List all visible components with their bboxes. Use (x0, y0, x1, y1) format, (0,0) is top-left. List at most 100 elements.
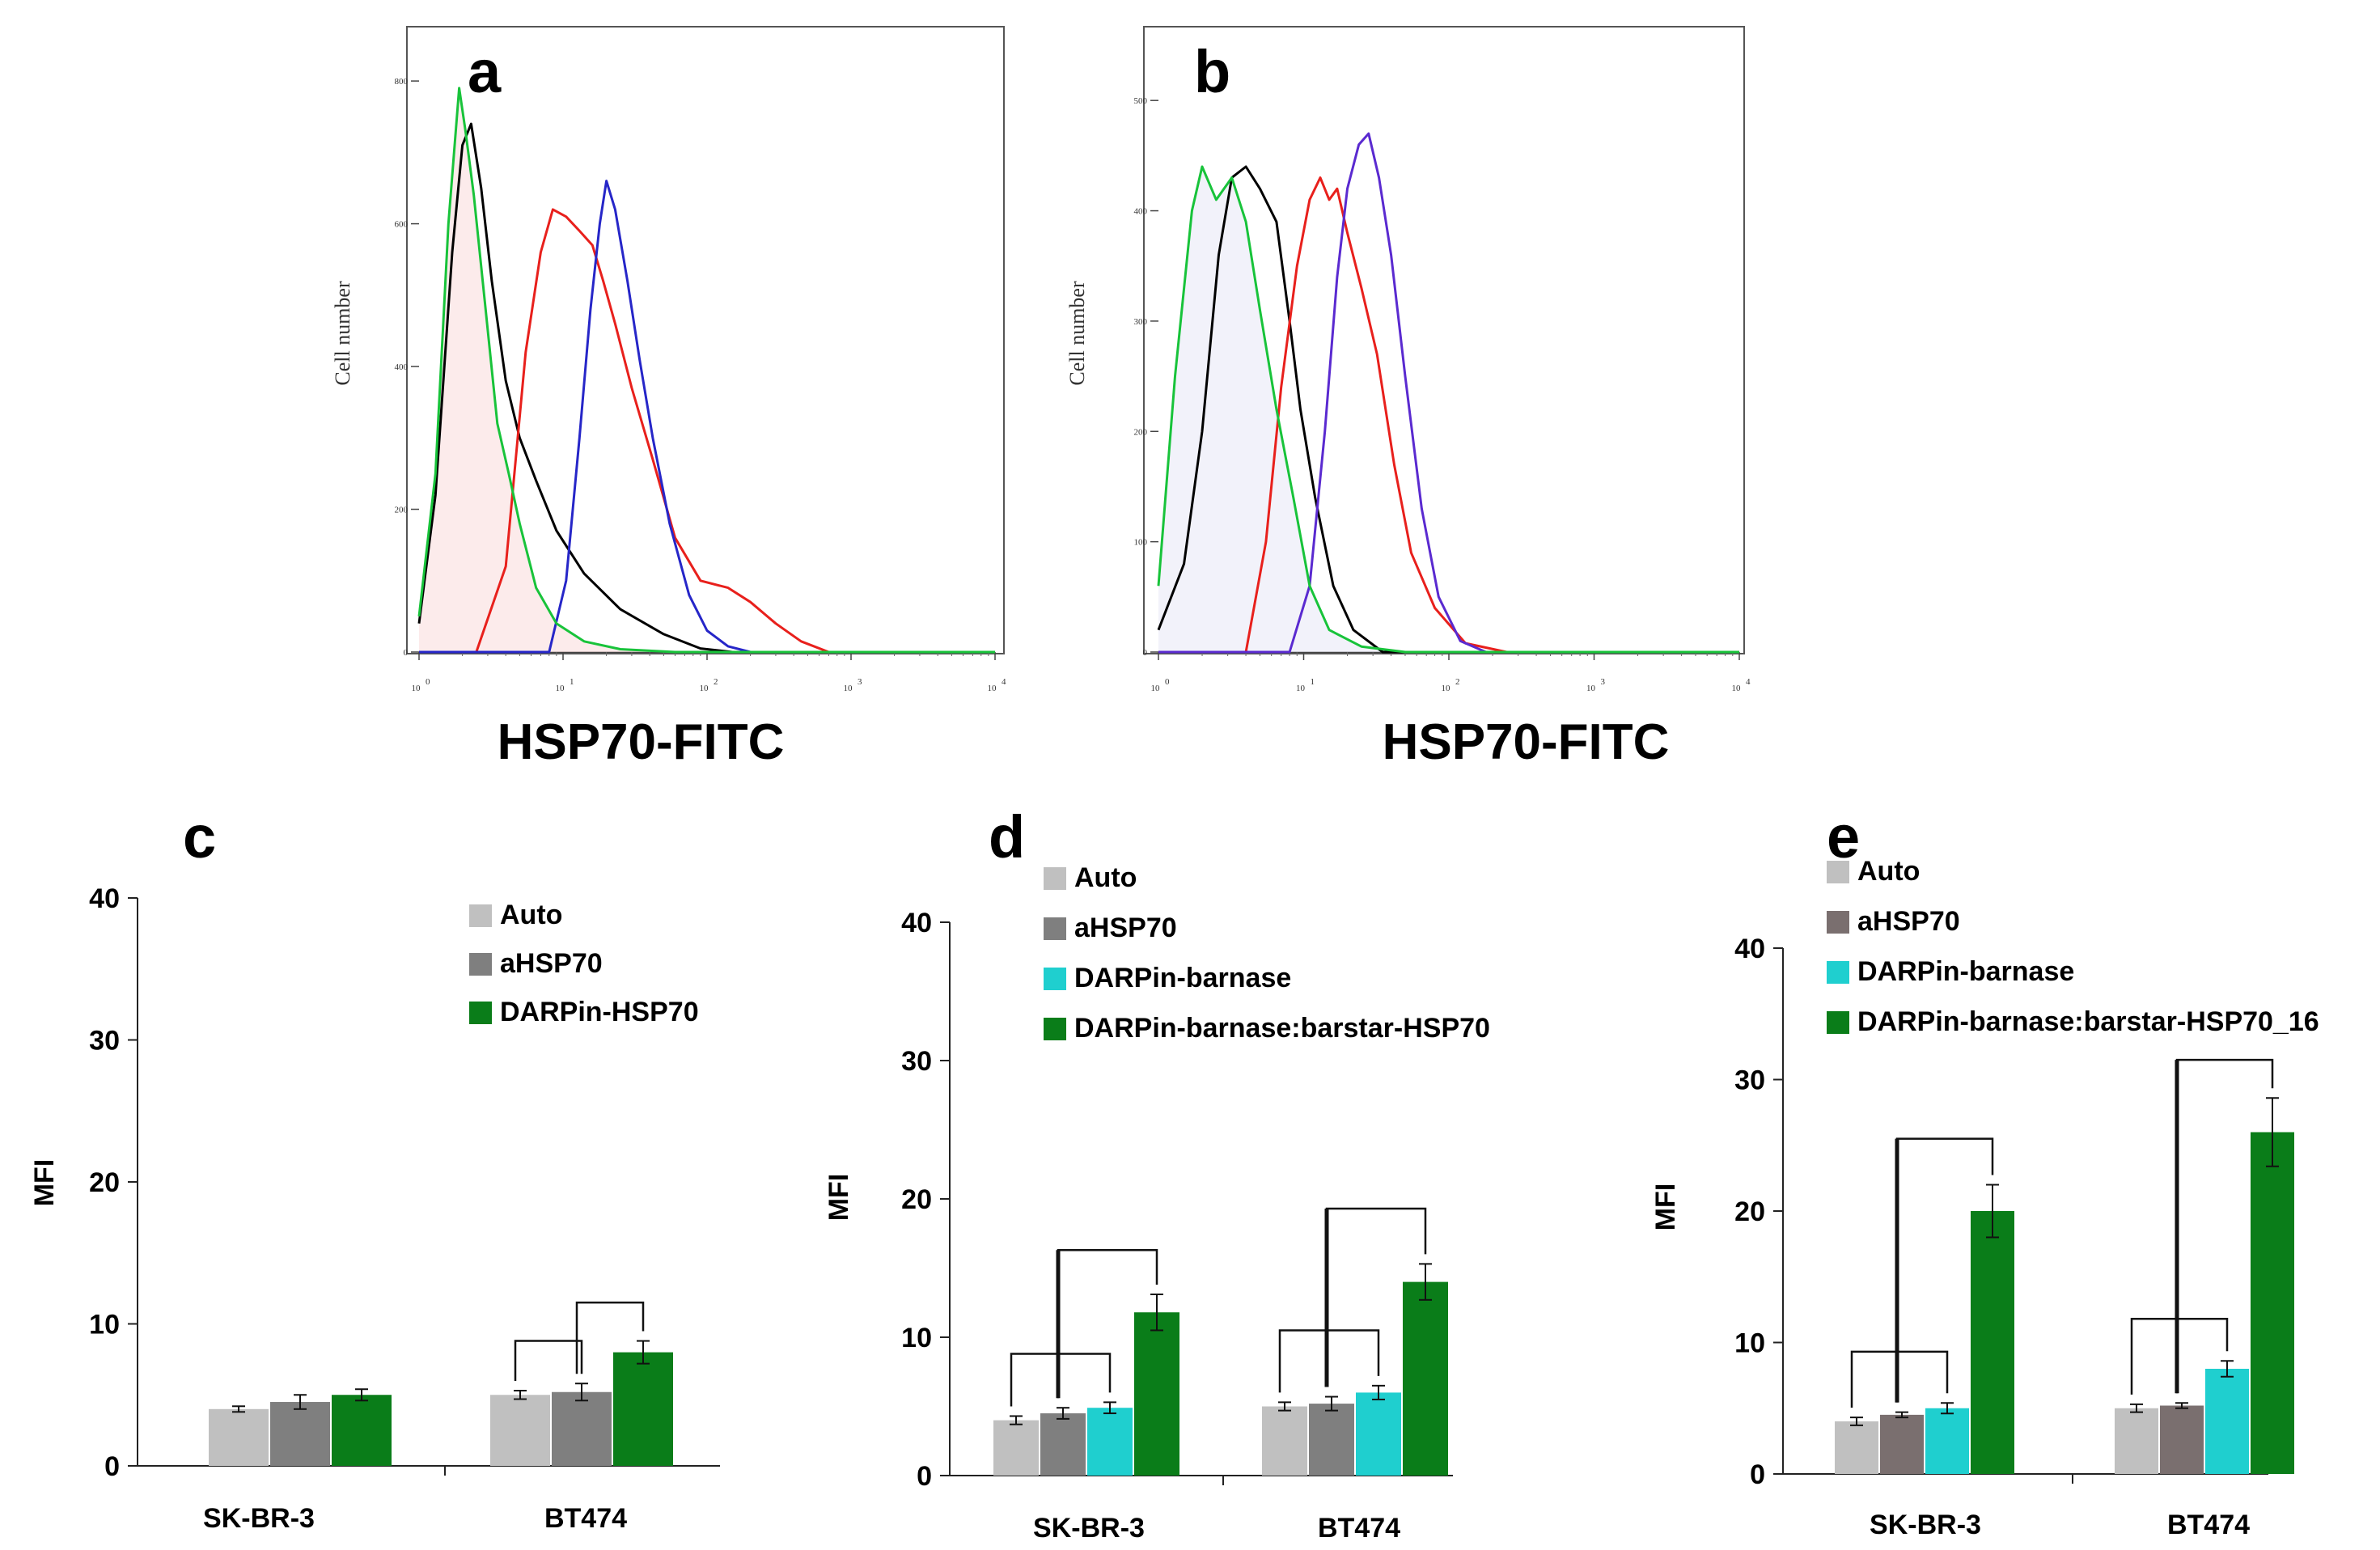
panel-a-red-curve (419, 208, 995, 654)
panel-d-y-tick-label: 30 (901, 1046, 932, 1077)
panel-a-x-tick-label: 10 (700, 684, 709, 693)
panel-c-y-tick-label: 0 (104, 1451, 120, 1482)
panel-e: e MFI 0 10 20 30 40 SK-BR-3 BT474 Auto aHSP70 DA… (1650, 803, 2319, 1540)
panel-e-bar (1835, 1421, 1878, 1474)
panel-c-bar (209, 1408, 269, 1466)
panel-c-letter: c (183, 803, 216, 870)
panel-a-x-tick-label: 10 (412, 684, 421, 693)
panel-c-ylabel: MFI (29, 1159, 60, 1207)
panel-d-bar (993, 1420, 1039, 1476)
panel-d-bar (1262, 1406, 1307, 1476)
panel-c-legend-label: Auto (500, 900, 562, 930)
panel-c-category-label: BT474 (544, 1503, 627, 1534)
panel-e-legend: Auto aHSP70 DARPin-barnase DARPin-barnase:b… (1827, 856, 2319, 1037)
panel-b-series (1157, 132, 1739, 654)
panel-e-category-label: BT474 (2167, 1510, 2250, 1540)
panel-b-y-tick-label: 100 (1134, 538, 1148, 548)
panel-a-frame (406, 26, 1005, 654)
panel-d-legend: Auto aHSP70 DARPin-barnase DARPin-barnase:b… (1044, 862, 1490, 1044)
panel-e-legend-swatch (1827, 961, 1849, 984)
panel-b-y-tick-label: 500 (1134, 96, 1148, 106)
panel-e-significance-bracket (1850, 1350, 1949, 1408)
panel-c-legend-swatch (469, 1002, 492, 1024)
panel-e-significance-bracket (2130, 1318, 2229, 1395)
panel-e-y-tick-label: 20 (1734, 1196, 1765, 1227)
panel-c-legend-swatch (469, 953, 492, 976)
panel-d-category-label: BT474 (1318, 1513, 1400, 1544)
panel-d-y-tick-label: 10 (901, 1323, 932, 1353)
panel-a-xlabel: HSP70-FITC (498, 714, 785, 770)
panel-e-legend-swatch (1827, 861, 1849, 883)
panel-a-black-curve (417, 122, 995, 654)
panel-c-legend-swatch (469, 904, 492, 927)
panel-d-y-tick-label: 40 (901, 908, 932, 938)
panel-d-bar (1087, 1408, 1133, 1476)
panel-b-y-tick-label: 0 (1143, 648, 1148, 658)
panel-a-x-tick-exponent: 2 (714, 677, 718, 687)
panel-e-bar (1971, 1211, 2014, 1474)
panel-d-bars (993, 1207, 1448, 1476)
panel-d-y-tick-label: 20 (901, 1184, 932, 1215)
panel-d-legend-label: DARPin-barnase (1074, 963, 1291, 993)
panel-c-axes: 0 10 20 30 40 SK-BR-3 BT474 (89, 883, 720, 1534)
panel-e-category-label: SK-BR-3 (1870, 1510, 1981, 1540)
panel-c-bar (613, 1352, 673, 1466)
panel-d-bar (1403, 1281, 1448, 1476)
panel-e-legend-label: Auto (1857, 856, 1920, 887)
panel-d-bar (1040, 1413, 1086, 1476)
panel-d-ylabel: MFI (824, 1174, 854, 1222)
panel-b-x-tick-exponent: 1 (1311, 677, 1315, 687)
panel-d-bar (1356, 1392, 1401, 1476)
panel-a-x-tick-exponent: 1 (570, 677, 574, 687)
panel-a: a Cell number HSP70-FITC 020040060080010… (331, 26, 1006, 770)
panel-e-ylabel: MFI (1650, 1184, 1681, 1231)
panel-c-legend-label: DARPin-HSP70 (500, 997, 699, 1027)
panel-d-legend-label: DARPin-barnase:barstar-HSP70 (1074, 1013, 1490, 1044)
panel-e-legend-label: DARPin-barnase:barstar-HSP70_16 (1857, 1006, 2319, 1037)
panel-c-legend: Auto aHSP70 DARPin-HSP70 (469, 900, 699, 1027)
panel-b-x-tick-exponent: 3 (1601, 677, 1606, 687)
panel-c-bars (209, 1301, 673, 1466)
panel-a-y-tick-label: 800 (395, 77, 409, 87)
panel-b-ylabel: Cell number (1065, 281, 1089, 386)
panel-a-x-tick-exponent: 4 (1002, 677, 1006, 687)
panel-d-y-tick-label: 0 (917, 1461, 932, 1492)
panel-d-legend-label: Auto (1074, 862, 1137, 893)
panel-c-y-tick-label: 30 (89, 1026, 120, 1057)
panel-e-bar (2115, 1408, 2158, 1474)
panel-c-category-label: SK-BR-3 (203, 1503, 315, 1534)
panel-a-ylabel: Cell number (331, 281, 354, 386)
panel-c-bar (332, 1395, 392, 1466)
panel-a-x-tick-label: 10 (844, 684, 853, 693)
panel-d-legend-swatch (1044, 968, 1066, 990)
panel-d-bar (1309, 1404, 1354, 1476)
panel-a-x-tick-exponent: 3 (858, 677, 862, 687)
panel-c-significance-bracket (514, 1340, 583, 1381)
panel-c-bar (490, 1395, 550, 1466)
panel-b-x-tick-exponent: 4 (1746, 677, 1751, 687)
panel-e-legend-swatch (1827, 1011, 1849, 1034)
panel-e-bar (1925, 1408, 1969, 1474)
panel-a-y-tick-label: 200 (395, 506, 409, 515)
panel-e-bar (2251, 1132, 2294, 1474)
panel-b-x-tick-label: 10 (1296, 684, 1306, 693)
panel-c-y-tick-label: 10 (89, 1310, 120, 1340)
panel-a-blue-curve (419, 180, 995, 654)
panel-a-y-tick-label: 0 (404, 648, 409, 658)
panel-e-legend-label: aHSP70 (1857, 906, 1960, 937)
panel-d-significance-bracket (1278, 1329, 1380, 1393)
panel-b-green-curve (1157, 165, 1739, 654)
panel-c-y-tick-label: 40 (89, 883, 120, 914)
panel-e-bar (1880, 1414, 1924, 1474)
panel-b-letter: b (1194, 38, 1230, 105)
panel-b-x-tick-label: 10 (1586, 684, 1596, 693)
panel-b-x-tick-exponent: 0 (1165, 677, 1170, 687)
panel-a-green-curve (417, 87, 995, 654)
panel-e-y-tick-label: 10 (1734, 1328, 1765, 1359)
panel-c-significance-bracket (575, 1301, 645, 1374)
panel-c-bar (552, 1391, 612, 1466)
panel-e-legend-label: DARPin-barnase (1857, 956, 2074, 987)
panel-b-frame (1143, 26, 1745, 654)
panel-a-y-tick-label: 600 (395, 220, 409, 230)
panel-e-bar (2205, 1369, 2249, 1474)
